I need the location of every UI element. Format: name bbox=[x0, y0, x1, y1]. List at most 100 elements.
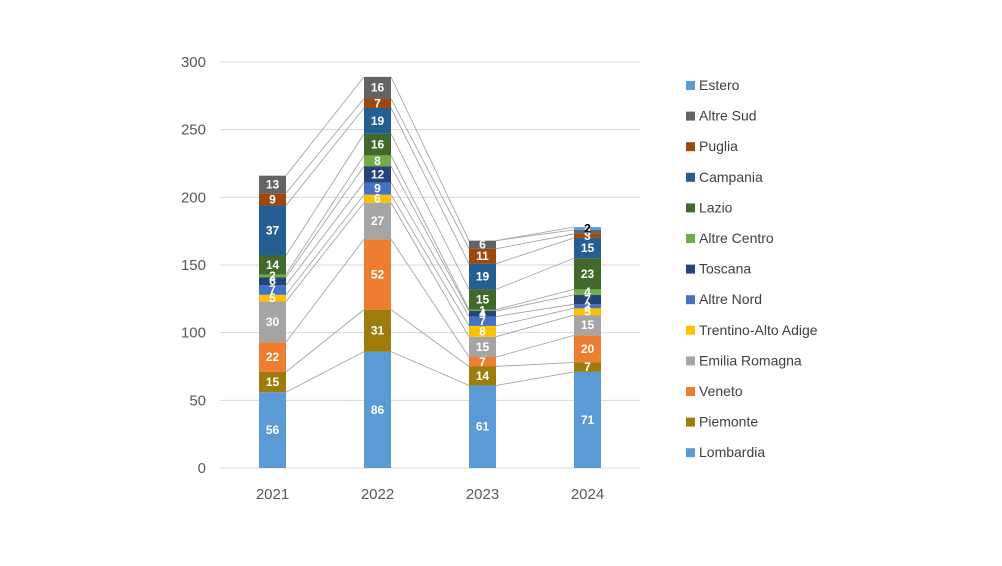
data-label: 9 bbox=[374, 182, 381, 196]
legend-label: Veneto bbox=[699, 383, 743, 399]
data-label: 12 bbox=[371, 167, 385, 181]
data-label: 7 bbox=[584, 360, 591, 374]
series-line bbox=[390, 351, 470, 386]
legend-swatch bbox=[686, 203, 695, 213]
legend-item: Altre Nord bbox=[686, 291, 762, 307]
series-line bbox=[285, 182, 365, 286]
series-line bbox=[495, 303, 575, 317]
series-line bbox=[390, 76, 470, 241]
bar-segment bbox=[364, 309, 391, 352]
legend-swatch bbox=[686, 387, 695, 396]
gridlines bbox=[220, 61, 640, 469]
series-line bbox=[390, 202, 470, 337]
series-line bbox=[285, 239, 365, 343]
data-label: 6 bbox=[374, 192, 381, 206]
bar-segment bbox=[259, 301, 286, 343]
legend-label: Altre Centro bbox=[699, 230, 774, 246]
series-line bbox=[495, 288, 575, 311]
data-label: 3 bbox=[584, 225, 591, 239]
x-tick-label: 2021 bbox=[256, 486, 289, 503]
data-label: 15 bbox=[476, 340, 490, 354]
data-label: 5 bbox=[584, 305, 591, 319]
data-label: 19 bbox=[476, 270, 490, 284]
data-label: 19 bbox=[371, 114, 385, 128]
data-label: 37 bbox=[266, 223, 280, 237]
series-line bbox=[390, 98, 470, 249]
legend-swatch bbox=[686, 172, 695, 182]
bar-segment bbox=[364, 351, 391, 468]
legend-label: Lombardia bbox=[699, 444, 765, 460]
bar-segment bbox=[259, 277, 286, 286]
legend-swatch bbox=[686, 417, 695, 427]
bar-segment bbox=[469, 240, 496, 249]
bar-segment bbox=[574, 371, 601, 468]
data-label: 7 bbox=[269, 283, 276, 297]
bar-segment bbox=[469, 263, 496, 290]
data-label: 71 bbox=[581, 413, 595, 427]
data-label: 23 bbox=[581, 267, 595, 281]
series-line bbox=[390, 194, 470, 327]
data-label: 4 bbox=[584, 285, 591, 299]
bar-segment bbox=[574, 227, 601, 230]
legend-item: Veneto bbox=[686, 383, 743, 399]
x-axis: 2021 2022 2023 2024 bbox=[256, 486, 604, 503]
y-tick-label: 0 bbox=[198, 460, 206, 477]
bar-segment bbox=[574, 362, 601, 372]
y-tick-label: 50 bbox=[189, 392, 206, 409]
bar-segment bbox=[574, 258, 601, 290]
series-line bbox=[495, 361, 575, 367]
data-label: 15 bbox=[581, 318, 595, 332]
data-label: 13 bbox=[266, 177, 280, 191]
data-label: 86 bbox=[371, 403, 385, 417]
legend-item: Altre Sud bbox=[686, 108, 757, 124]
y-tick-label: 250 bbox=[181, 122, 206, 139]
bar-segment bbox=[469, 357, 496, 367]
series-line bbox=[285, 76, 365, 176]
legend-label: Altre Sud bbox=[699, 108, 757, 124]
legend-label: Altre Nord bbox=[699, 291, 762, 307]
legend-item: Piemonte bbox=[686, 414, 758, 430]
data-label: 2 bbox=[584, 221, 591, 235]
data-label: 30 bbox=[266, 315, 280, 329]
legend-item: Trentino-Alto Adige bbox=[686, 322, 818, 338]
series-line bbox=[495, 314, 575, 338]
data-label: 15 bbox=[266, 375, 280, 389]
y-axis: 0 50 100 150 200 250 300 bbox=[181, 54, 206, 477]
series-line bbox=[285, 155, 365, 275]
data-label: 11 bbox=[476, 249, 489, 263]
bar-segment bbox=[574, 233, 601, 238]
bar-segment bbox=[364, 239, 391, 310]
bar-segment bbox=[469, 316, 496, 326]
data-label: 7 bbox=[374, 96, 381, 110]
legend-label: Toscana bbox=[699, 261, 751, 277]
data-label: 5 bbox=[269, 291, 276, 305]
data-label: 15 bbox=[581, 241, 595, 255]
data-label: 8 bbox=[479, 324, 486, 338]
series-line bbox=[285, 98, 365, 194]
series-line bbox=[495, 237, 575, 265]
series-line bbox=[390, 155, 470, 310]
bar-segment bbox=[364, 76, 391, 99]
data-label: 6 bbox=[269, 274, 276, 288]
legend-item: Lombardia bbox=[686, 444, 765, 460]
bar-segment bbox=[259, 193, 286, 206]
data-label: 7 bbox=[479, 355, 486, 369]
legend-label: Trentino-Alto Adige bbox=[699, 322, 818, 338]
bar-segment bbox=[364, 108, 391, 134]
series-line bbox=[390, 165, 470, 312]
bar-segment bbox=[574, 308, 601, 316]
y-tick-label: 200 bbox=[181, 189, 206, 206]
bar-segment bbox=[469, 385, 496, 468]
bars bbox=[259, 76, 601, 468]
bar-segment bbox=[259, 392, 286, 468]
series-line bbox=[390, 133, 470, 290]
data-label: 3 bbox=[584, 229, 591, 243]
data-label: 22 bbox=[266, 350, 280, 364]
x-tick-label: 2022 bbox=[361, 486, 394, 503]
data-label: 27 bbox=[371, 214, 385, 228]
series-line bbox=[390, 239, 470, 358]
legend-swatch bbox=[686, 111, 695, 121]
legend-label: Campania bbox=[699, 169, 763, 185]
legend-swatch bbox=[686, 356, 695, 366]
data-label: 56 bbox=[266, 423, 280, 437]
